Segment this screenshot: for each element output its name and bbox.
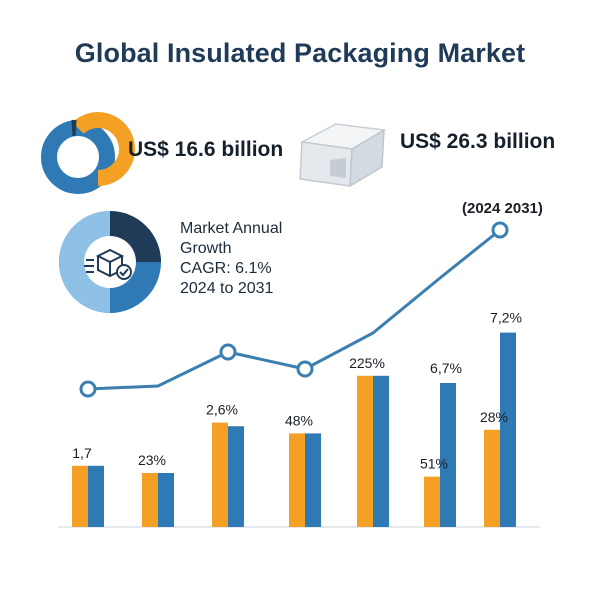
trend-point-4 — [296, 360, 314, 378]
bar-blue-3 — [228, 426, 244, 527]
period-label: (2024 2031) — [462, 200, 543, 217]
bar-label-blue-6: 6,7% — [430, 360, 462, 376]
box-with-check-icon — [84, 248, 132, 280]
market-value-2024: US$ 16.6 billion — [128, 138, 284, 161]
bar-label-3: 2,6% — [206, 402, 238, 418]
bar-blue-4 — [305, 433, 321, 527]
bar-blue-6 — [440, 383, 456, 527]
growth-description: Market Annual Growth CAGR: 6.1% 2024 to … — [180, 219, 282, 299]
page-title: Global Insulated Packaging Market — [74, 38, 526, 68]
bar-blue-2 — [158, 473, 174, 527]
box-icon-group — [299, 123, 387, 188]
big-donut-lightblue-slice — [58, 211, 111, 313]
trend-point-1 — [79, 380, 97, 398]
bar-orange-4 — [289, 433, 305, 527]
trend-point-7 — [491, 221, 509, 239]
bar-orange-6 — [424, 476, 440, 527]
bar-label-4: 48% — [285, 412, 313, 428]
bar-labels-group: 1,7 23% 2,6% 48% 225% 51% 6,7% 28% 7,2% — [72, 310, 522, 472]
bar-label-2: 23% — [138, 452, 166, 468]
growth-line-3: CAGR: 6.1% — [180, 260, 272, 277]
trend-line-group — [79, 221, 509, 398]
bar-orange-7 — [484, 429, 500, 527]
bar-blue-5 — [373, 375, 389, 527]
growth-line-4: 2024 to 2031 — [180, 280, 274, 297]
bar-label-1: 1,7 — [72, 445, 92, 461]
bar-orange-5 — [357, 375, 373, 527]
bar-orange-1 — [72, 465, 88, 527]
bar-label-7: 28% — [480, 409, 508, 425]
bar-label-blue-7: 7,2% — [490, 310, 522, 326]
small-donut — [41, 112, 135, 194]
trend-point-3 — [219, 343, 237, 361]
bar-label-6: 51% — [420, 456, 448, 472]
bar-blue-1 — [88, 465, 104, 527]
growth-line-2: Growth — [180, 240, 232, 257]
bar-label-5: 225% — [349, 355, 385, 371]
small-donut-orange-arc — [72, 112, 135, 186]
big-donut-navy-slice — [109, 211, 161, 263]
bars-group — [72, 332, 516, 527]
market-value-2031: US$ 26.3 billion — [400, 130, 556, 153]
growth-line-1: Market Annual — [180, 220, 283, 237]
bar-orange-3 — [212, 422, 228, 527]
bar-orange-2 — [142, 473, 158, 527]
bar-blue-7 — [500, 332, 516, 527]
